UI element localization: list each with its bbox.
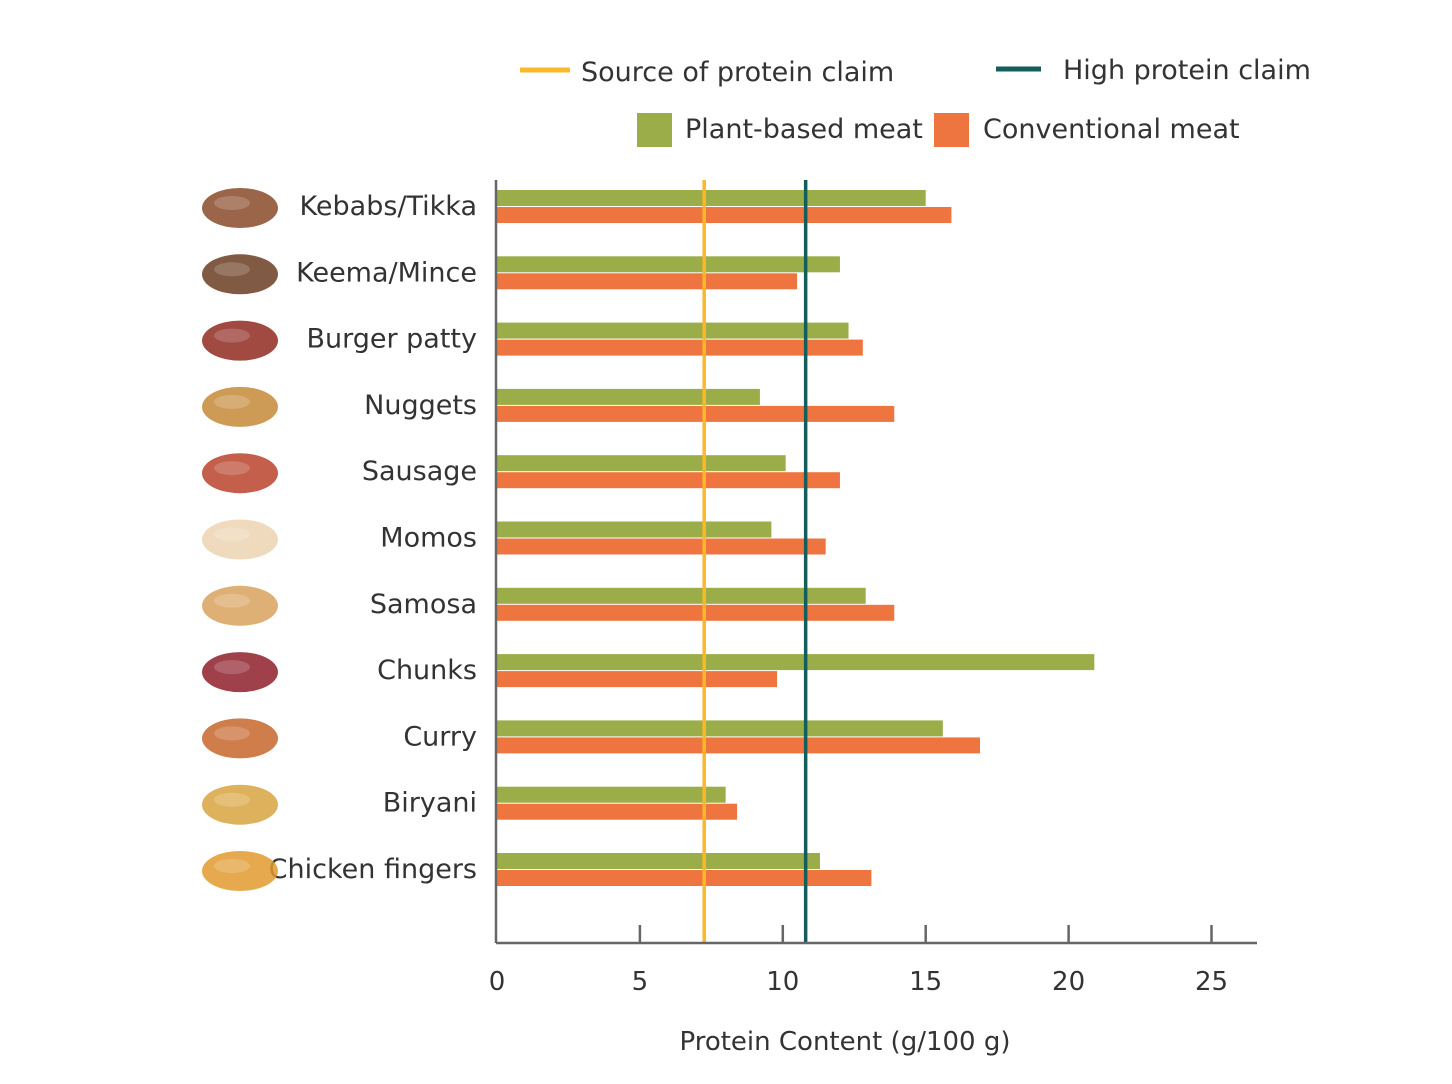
icon-highlight: [214, 196, 250, 210]
icon-shape: [202, 784, 278, 825]
bar-conventional: [497, 604, 895, 621]
x-tick-label: 20: [1052, 967, 1085, 997]
x-tick-label: 25: [1195, 967, 1228, 997]
icon-highlight: [214, 328, 250, 343]
bar-plant-based: [497, 720, 943, 737]
burger-patty-icon: [202, 320, 278, 361]
icon-highlight: [214, 461, 250, 476]
category-label: Burger patty: [306, 324, 477, 355]
bar-plant-based: [497, 322, 849, 339]
momos-icon: [202, 519, 278, 560]
samosa-icon: [202, 585, 278, 626]
bar-plant-based: [497, 388, 760, 405]
bar-conventional: [497, 405, 895, 422]
legend-swatch-conventional: [934, 113, 969, 147]
icon-shape: [202, 851, 278, 891]
legend-label-conventional: Conventional meat: [983, 114, 1240, 145]
legend-label-plant-based: Plant-based meat: [685, 114, 923, 145]
keema-mince-icon: [202, 254, 278, 295]
x-tick-label: 10: [766, 967, 799, 997]
legend-swatch-plant-based: [637, 113, 672, 147]
icon-shape: [202, 254, 278, 295]
curry-bowl-icon: [202, 718, 278, 759]
category-label: Kebabs/Tikka: [300, 191, 477, 222]
nuggets-icon: [202, 386, 278, 427]
icon-highlight: [214, 262, 250, 277]
x-tick-label: 0: [489, 967, 506, 997]
icon-shape: [202, 188, 278, 228]
biryani-plate-icon: [202, 784, 278, 825]
bar-plant-based: [497, 654, 1095, 671]
icon-highlight: [214, 792, 250, 807]
icon-highlight: [214, 593, 250, 608]
bar-plant-based: [497, 190, 926, 206]
kebab-skewers-icon: [202, 188, 278, 228]
bar-plant-based: [497, 455, 786, 472]
category-label: Curry: [403, 721, 477, 752]
category-label: Keema/Mince: [296, 257, 477, 288]
category-label: Samosa: [370, 589, 477, 620]
category-label: Sausage: [362, 456, 477, 487]
bar-conventional: [497, 339, 863, 356]
sausage-icon: [202, 453, 278, 494]
category-label: Nuggets: [364, 390, 477, 421]
icon-shape: [202, 652, 278, 693]
x-axis-label: Protein Content (g/100 g): [679, 1027, 1010, 1057]
icon-highlight: [214, 394, 250, 409]
category-label: Momos: [380, 523, 477, 554]
category-label: Chunks: [377, 655, 477, 686]
legend-label-source-of-protein: Source of protein claim: [581, 57, 894, 88]
icon-highlight: [214, 859, 250, 873]
icon-highlight: [214, 527, 250, 542]
bar-plant-based: [497, 521, 772, 538]
bar-conventional: [497, 472, 840, 489]
bar-conventional: [497, 273, 798, 290]
legend: Source of protein claim High protein cla…: [520, 55, 1311, 147]
icon-shape: [202, 718, 278, 759]
category-label: Biryani: [383, 788, 477, 819]
bar-conventional: [497, 803, 738, 820]
icon-highlight: [214, 726, 250, 741]
bar-conventional: [497, 538, 826, 555]
bar-conventional: [497, 207, 952, 223]
icon-shape: [202, 519, 278, 560]
bar-plant-based: [497, 853, 820, 869]
meat-chunks-icon: [202, 652, 278, 693]
bar-conventional: [497, 870, 872, 886]
icon-shape: [202, 386, 278, 427]
bar-plant-based: [497, 587, 866, 604]
icon-shape: [202, 585, 278, 626]
x-tick-label: 15: [909, 967, 942, 997]
legend-label-high-protein: High protein claim: [1063, 55, 1311, 86]
bar-plant-based: [497, 256, 840, 273]
icon-shape: [202, 453, 278, 494]
icon-highlight: [214, 660, 250, 675]
bar-conventional: [497, 671, 778, 688]
bar-conventional: [497, 737, 981, 754]
bar-plant-based: [497, 786, 726, 803]
category-label: Chicken fingers: [269, 854, 477, 885]
x-tick-label: 5: [632, 967, 649, 997]
chicken-fingers-icon: [202, 851, 278, 891]
icon-shape: [202, 320, 278, 361]
